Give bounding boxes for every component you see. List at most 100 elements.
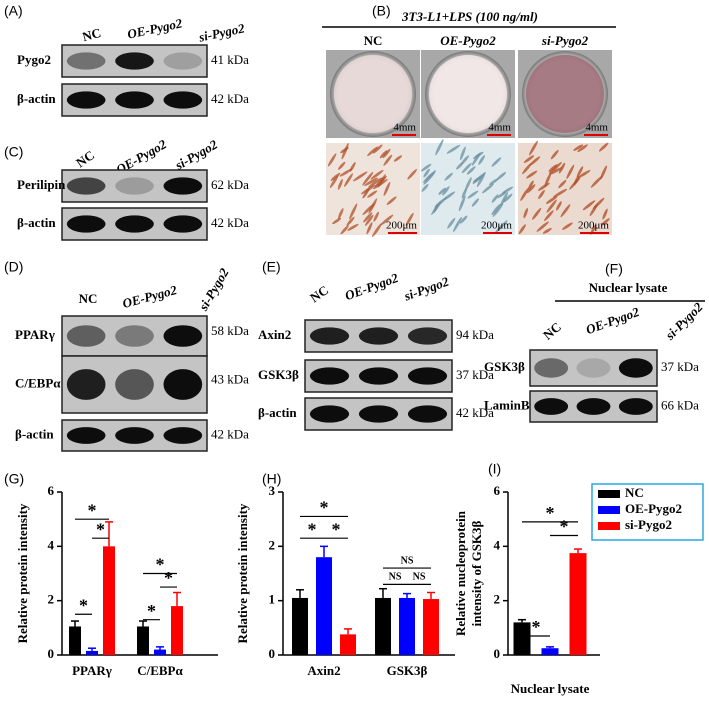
bar (541, 648, 559, 655)
band (407, 405, 448, 423)
protein-label: GSK3β (258, 367, 299, 382)
bar (154, 649, 166, 655)
cell (442, 186, 450, 196)
band (115, 52, 154, 70)
protein-label: PPARγ (15, 327, 55, 342)
cell (349, 203, 358, 220)
cell (598, 142, 609, 152)
scale-label: 4mm (585, 122, 608, 134)
bar (103, 546, 115, 655)
band (115, 215, 154, 233)
band (66, 369, 106, 400)
cell (573, 144, 584, 151)
cell (548, 162, 562, 174)
band (534, 358, 569, 378)
band (163, 91, 203, 109)
cell (497, 191, 507, 199)
micrograph-title: 3T3-L1+LPS (100 ng/ml) (401, 9, 538, 24)
cell (458, 195, 466, 212)
y-tick-label: 0 (48, 646, 55, 661)
protein-label: β-actin (258, 405, 297, 420)
cell (461, 162, 472, 174)
band (163, 52, 203, 70)
cell (491, 203, 501, 216)
lane-label: OE-Pygo2 (121, 282, 179, 311)
lane-label: si-Pygo2 (172, 136, 221, 173)
legend-swatch (598, 490, 620, 498)
cell (329, 175, 339, 189)
cell (346, 216, 355, 226)
cell (538, 189, 545, 200)
significance-label: * (320, 498, 329, 518)
cell (447, 217, 456, 229)
lane-label: OE-Pygo2 (584, 304, 642, 337)
lane-label: OE-Pygo2 (126, 15, 184, 41)
band (115, 369, 154, 400)
significance-label: * (88, 500, 97, 520)
band (115, 91, 154, 109)
lane-label: OE-Pygo2 (440, 33, 496, 48)
lane-label: OE-Pygo2 (343, 270, 401, 303)
y-tick-label: 2 (48, 592, 55, 607)
significance-label: * (156, 555, 165, 575)
panel-letter: (D) (4, 259, 23, 275)
lane-label: NC (81, 25, 103, 44)
cell (544, 172, 552, 187)
panel-letter: (I) (488, 461, 501, 477)
cell (550, 167, 563, 175)
panel-letter: (B) (372, 3, 391, 19)
cell (340, 225, 349, 235)
cell (566, 164, 575, 179)
band (618, 398, 653, 415)
cell (526, 170, 538, 179)
cell (337, 208, 344, 220)
lane-label: NC (79, 291, 98, 306)
x-tick-label: PPARγ (72, 663, 112, 678)
band (358, 367, 399, 385)
cell (330, 172, 341, 181)
protein-label: GSK3β (484, 359, 525, 374)
cell (537, 182, 550, 191)
size-label: 62 kDa (211, 177, 249, 192)
cell (460, 155, 469, 165)
cell (496, 171, 507, 180)
cell (582, 200, 596, 211)
cell (344, 173, 353, 187)
lane-label: si-Pygo2 (541, 33, 589, 48)
cell (492, 203, 504, 218)
cell (340, 147, 349, 154)
cell (536, 221, 549, 232)
significance-label: * (532, 617, 541, 637)
size-label: 42 kDa (211, 215, 249, 230)
cell (589, 203, 598, 217)
legend-label: OE-Pygo2 (625, 501, 682, 516)
dish-stain (526, 55, 604, 133)
cell (578, 170, 591, 178)
band (309, 327, 350, 345)
lane-label: NC (307, 282, 331, 305)
band (576, 398, 611, 415)
cell (421, 184, 429, 192)
protein-label: Pygo2 (17, 52, 51, 67)
legend-label: si-Pygo2 (625, 517, 672, 532)
cell (438, 187, 447, 195)
lane-label: NC (540, 319, 564, 343)
cell (337, 161, 346, 170)
protein-label: LaminB (484, 397, 530, 412)
cell (472, 172, 486, 185)
cell (590, 175, 603, 188)
cell (482, 183, 494, 194)
y-tick-label: 2 (494, 592, 501, 607)
cell (372, 178, 388, 190)
protein-label: β-actin (17, 91, 56, 106)
band (66, 215, 106, 233)
band (163, 177, 203, 195)
cell (444, 172, 453, 181)
cell (542, 228, 552, 234)
y-axis-label: intensity of GSK3β (469, 520, 484, 626)
cell (544, 210, 554, 221)
band (115, 325, 154, 347)
protein-label: Perilipin (17, 177, 66, 192)
band (66, 91, 106, 109)
significance-label: * (308, 519, 317, 539)
